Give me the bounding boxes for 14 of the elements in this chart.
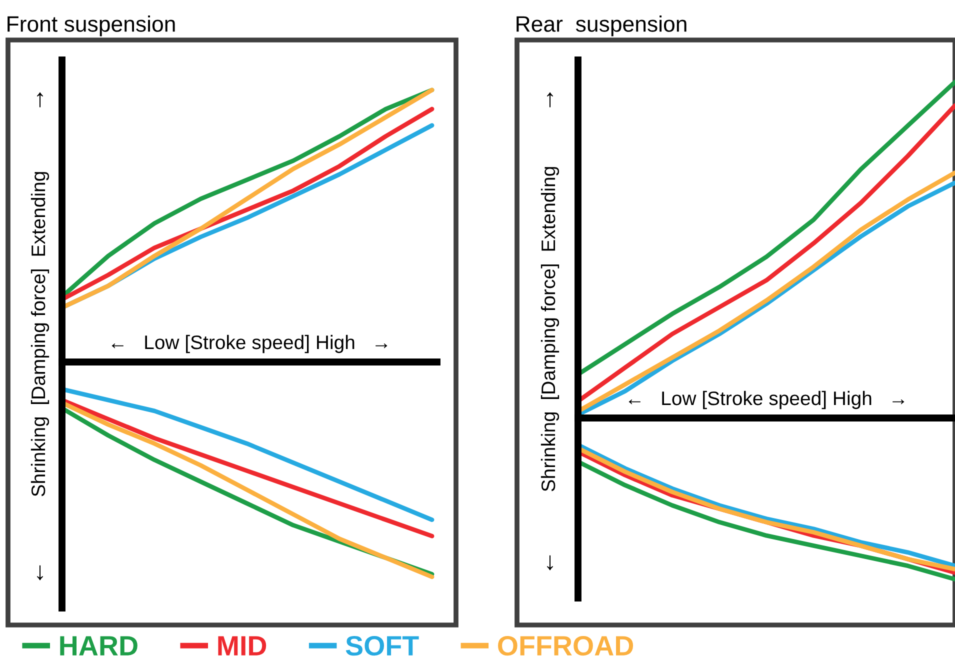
text: ↓ [547,555,553,570]
y-axis-title: Shrinking [Damping force] Extending [540,167,560,492]
text: ↑ [37,92,43,108]
legend-label: MID [218,636,266,656]
chart-title: Front suspension [8,16,175,36]
y-axis-title: Shrinking [Damping force] Extending [30,172,50,496]
x-axis-title: ← Low [Stroke speed] High → [628,390,904,410]
chart-title: Rear suspension [516,16,686,36]
text: ↑ [547,92,553,108]
legend-label: HARD [60,636,138,656]
x-axis-title: ← Low [Stroke speed] High → [112,334,388,354]
legend-label: OFFROAD [498,636,634,656]
legend-label: SOFT [346,636,419,656]
text: ↓ [37,565,43,580]
